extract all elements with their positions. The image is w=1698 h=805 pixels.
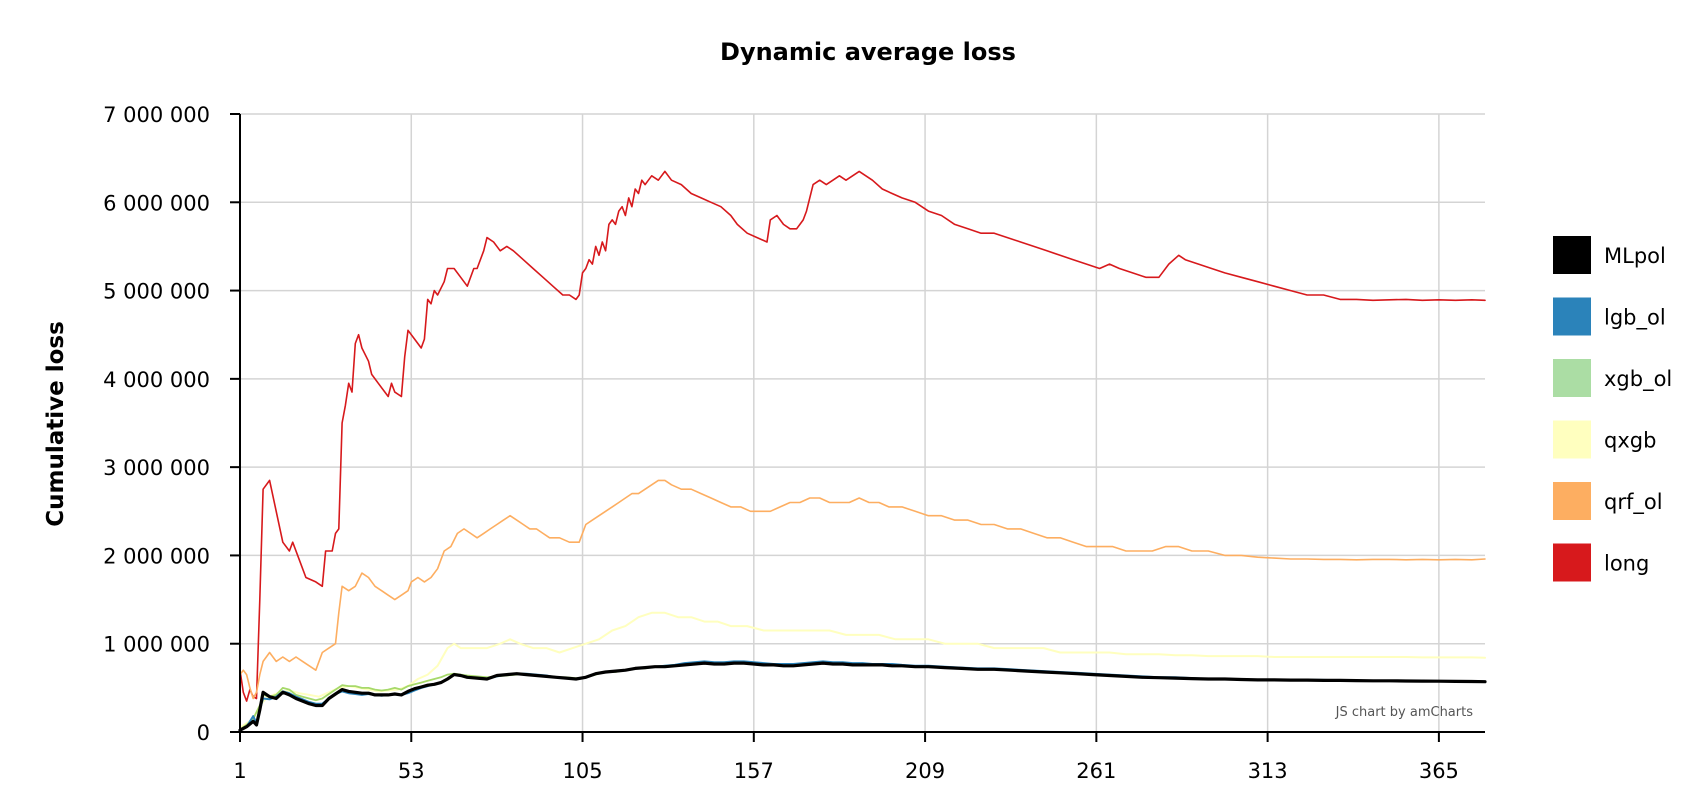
- legend-item-xgb_ol[interactable]: xgb_ol: [1553, 359, 1672, 397]
- legend-swatch: [1553, 543, 1591, 582]
- series-line-qxgb: [239, 611, 1486, 729]
- legend-item-qxgb[interactable]: qxgb: [1553, 420, 1656, 459]
- y-tick-label: 4 000 000: [103, 368, 210, 392]
- series-line-qrf_ol: [239, 479, 1486, 700]
- legend-swatch: [1553, 420, 1591, 459]
- y-tick-label: 1 000 000: [103, 633, 210, 657]
- series-line-xgb_ol: [239, 661, 1486, 731]
- x-tick-label: 261: [1076, 759, 1116, 783]
- x-tick-label: 157: [734, 759, 774, 783]
- legend-label: xgb_ol: [1604, 367, 1672, 392]
- y-tick-label: 3 000 000: [103, 456, 210, 480]
- y-tick-label: 7 000 000: [103, 103, 210, 127]
- legend-label: lgb_ol: [1604, 306, 1666, 331]
- y-tick-label: 0: [197, 721, 210, 745]
- x-tick-label: 1: [233, 759, 246, 783]
- legend-item-MLpol[interactable]: MLpol: [1553, 236, 1666, 274]
- legend-label: qrf_ol: [1604, 490, 1663, 515]
- x-tick-label: 313: [1248, 759, 1288, 783]
- chart-title: Dynamic average loss: [720, 38, 1016, 66]
- y-tick-label: 6 000 000: [103, 191, 210, 215]
- tick-labels: 0 1 000 000 2 000 000 3 000 000 4 000 000 5 0…: [103, 103, 1459, 783]
- y-tick-label: 2 000 000: [103, 544, 210, 568]
- legend-label: MLpol: [1604, 244, 1666, 268]
- legend-item-lgb_ol[interactable]: lgb_ol: [1553, 297, 1666, 336]
- legend-swatch: [1553, 236, 1591, 274]
- legend-item-qrf_ol[interactable]: qrf_ol: [1553, 482, 1663, 520]
- x-tick-label: 365: [1419, 759, 1459, 783]
- series-line-MLpol: [238, 661, 1487, 732]
- legend-swatch: [1553, 482, 1591, 520]
- y-tick-label: 5 000 000: [103, 280, 210, 304]
- legend-swatch: [1553, 297, 1591, 336]
- legend-item-long[interactable]: long: [1553, 543, 1649, 582]
- x-tick-label: 53: [398, 759, 425, 783]
- legend-label: long: [1604, 552, 1649, 576]
- grid-lines: [240, 113, 1485, 732]
- legend-label: qxgb: [1604, 429, 1656, 453]
- series-line-long: [239, 170, 1486, 702]
- x-tick-label: 105: [562, 759, 602, 783]
- amcharts-credit[interactable]: JS chart by amCharts: [1335, 705, 1474, 720]
- axes: [230, 113, 1485, 742]
- series-lines: [238, 170, 1487, 732]
- legend-swatch: [1553, 359, 1591, 397]
- series-line-lgb_ol: [239, 660, 1486, 732]
- x-tick-label: 209: [905, 759, 945, 783]
- y-axis-label: Cumulative loss: [43, 321, 69, 527]
